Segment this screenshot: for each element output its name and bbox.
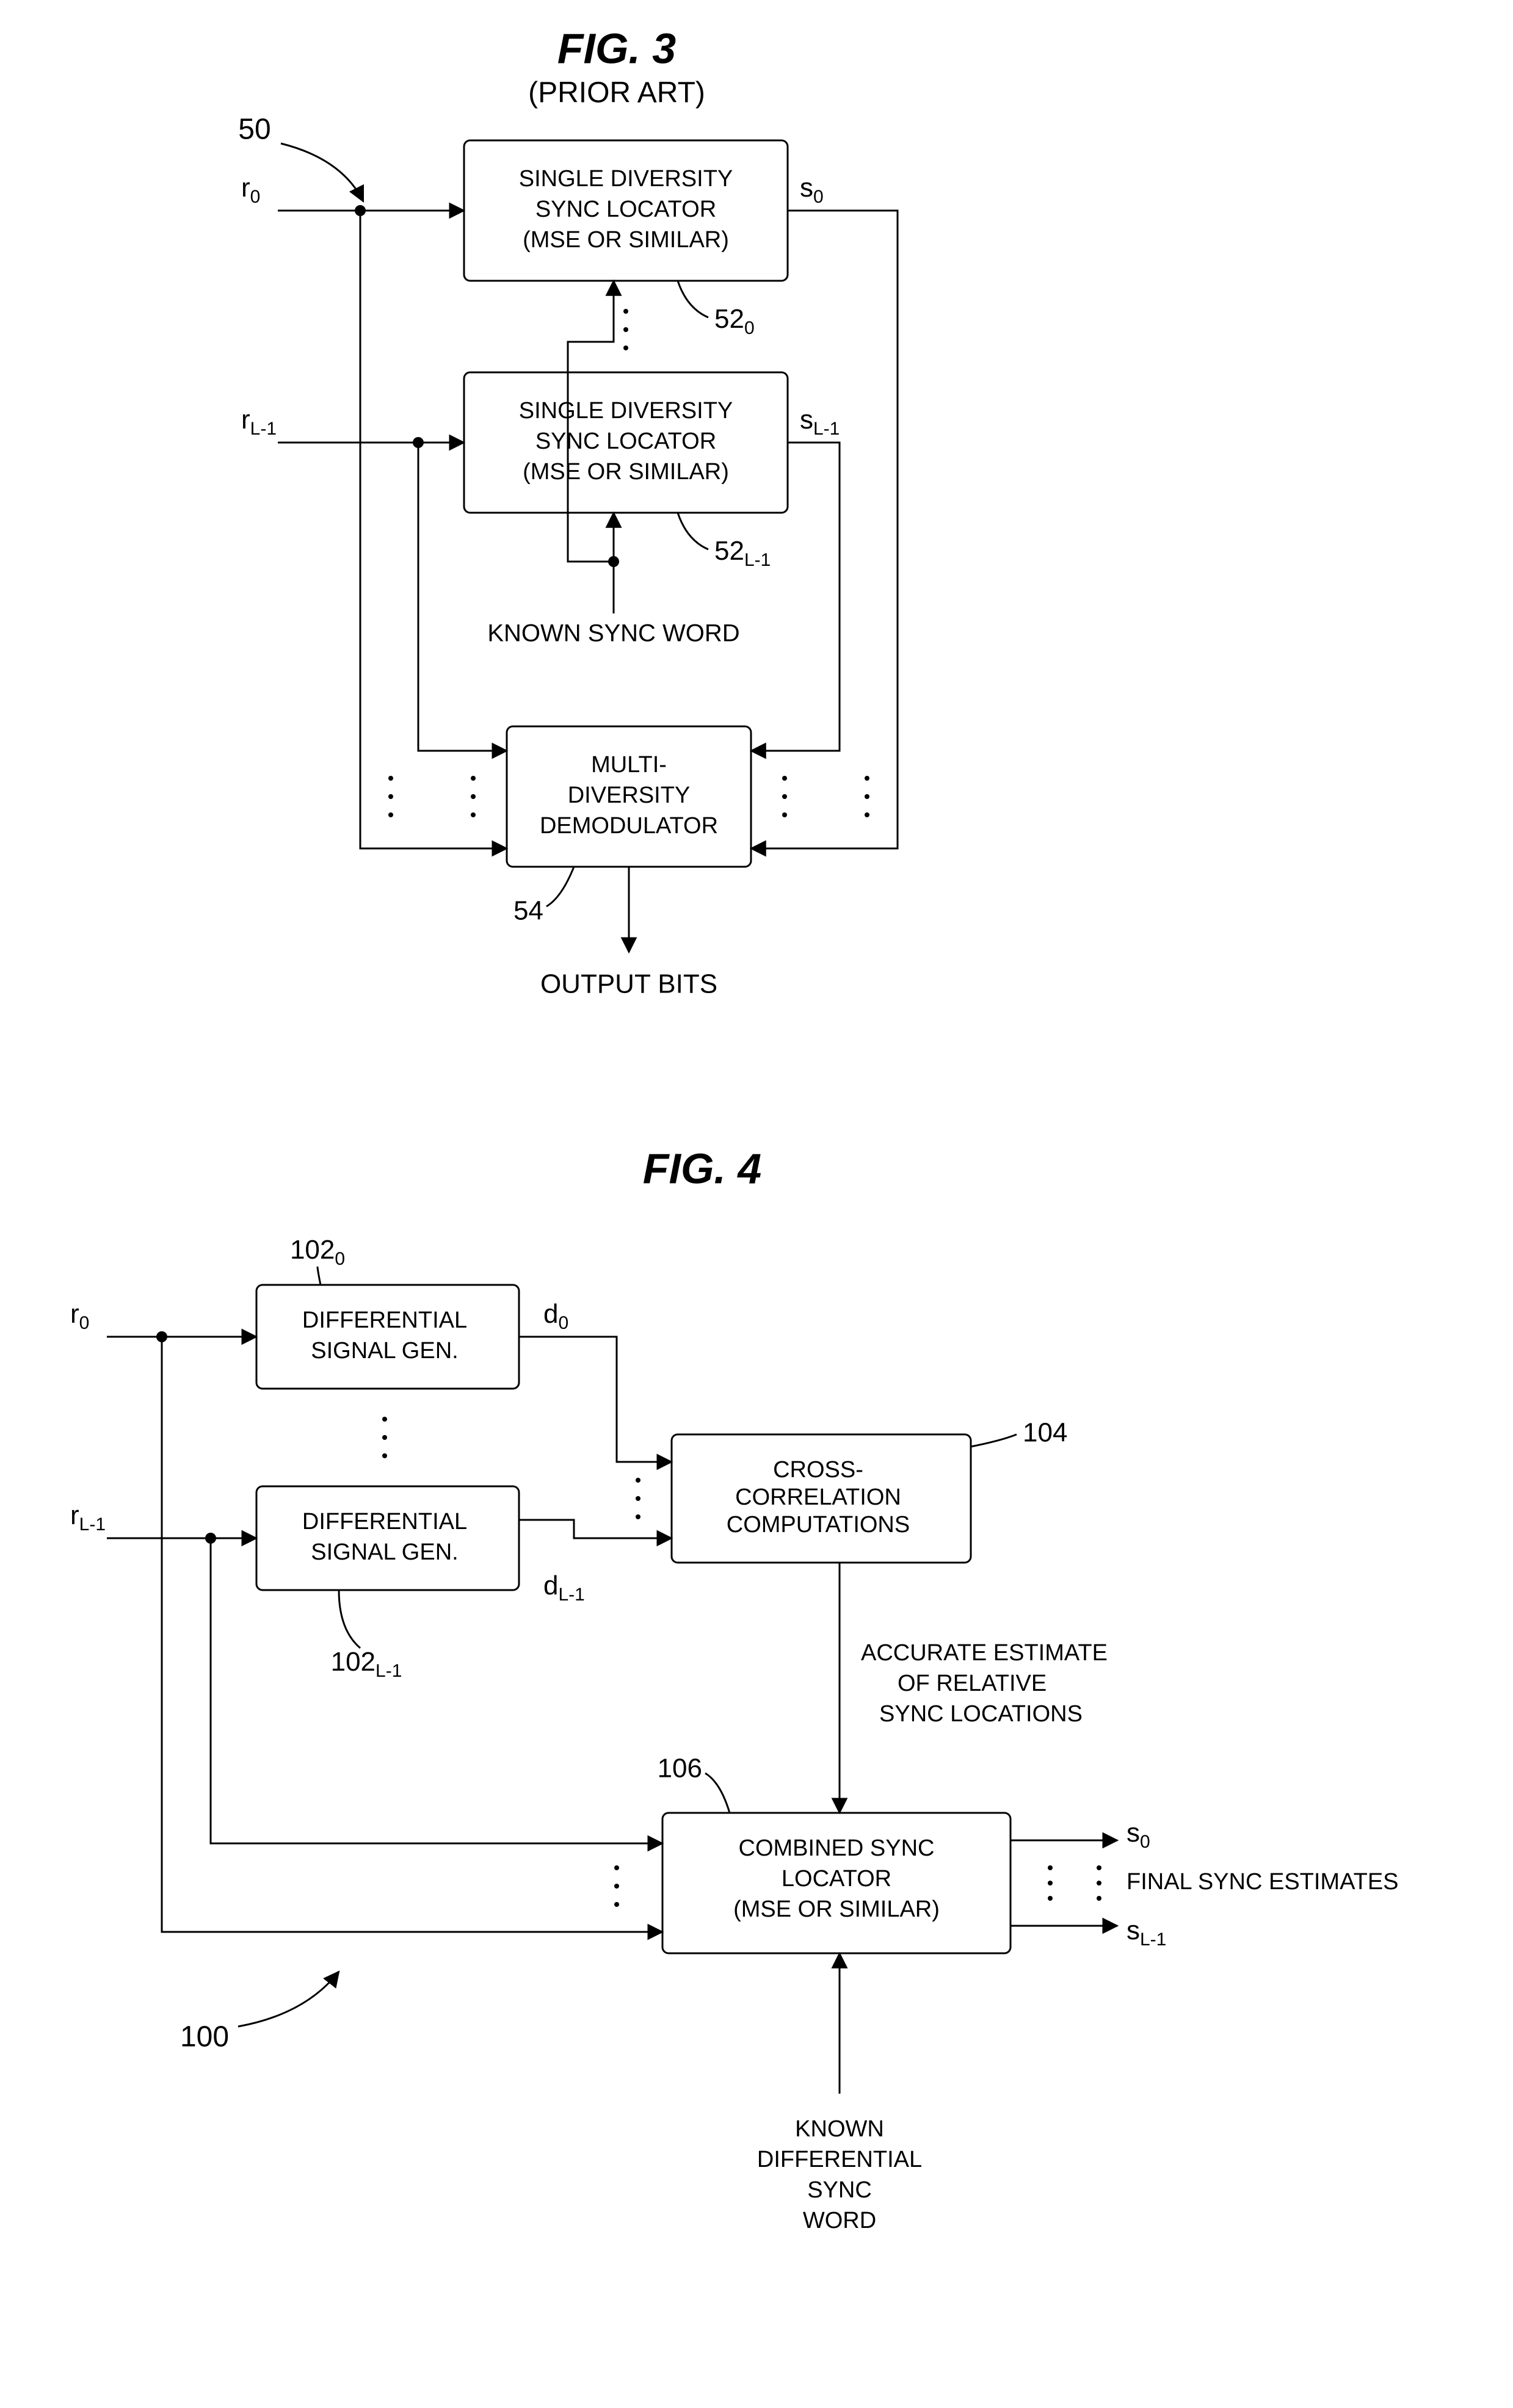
- label-s0: s0: [800, 173, 824, 207]
- fig4-ref-arrow: [238, 1972, 339, 2027]
- label-d0: d0: [543, 1299, 568, 1333]
- estimate-l1: ACCURATE ESTIMATE: [861, 1640, 1108, 1666]
- combined-l1: COMBINED SYNC: [739, 1835, 935, 1861]
- wire-s0-to-demod: [751, 211, 898, 848]
- ref-102-L1: 102L-1: [331, 1647, 402, 1681]
- block-top-l1: SINGLE DIVERSITY: [519, 166, 733, 192]
- label-r0: r0: [241, 173, 260, 207]
- block-demod-l3: DEMODULATOR: [540, 813, 718, 839]
- label-final-sync: FINAL SYNC ESTIMATES: [1127, 1869, 1399, 1895]
- block-top-l3: (MSE OR SIMILAR): [523, 227, 729, 253]
- syncword-l2: DIFFERENTIAL: [757, 2147, 922, 2172]
- ref-lead-106: [705, 1773, 730, 1813]
- estimate-l2: OF RELATIVE: [898, 1671, 1047, 1696]
- wire-d0: [519, 1337, 672, 1462]
- label-output-bits: OUTPUT BITS: [540, 969, 717, 999]
- fig4-title: FIG. 4: [643, 1144, 761, 1192]
- block-demod-l2: DIVERSITY: [568, 783, 691, 808]
- label-sL1-fig4: sL-1: [1127, 1915, 1166, 1950]
- fig4-ref: 100: [180, 2021, 229, 2053]
- label-sL1: sL-1: [800, 405, 840, 439]
- diff-top-l1: DIFFERENTIAL: [302, 1307, 467, 1333]
- fig3-title: FIG. 3: [557, 24, 677, 72]
- fig4: FIG. 4 100 DIFFERENTIAL SIGNAL GEN. 1020…: [70, 1144, 1399, 2233]
- fig3-ref-arrow: [281, 143, 363, 201]
- block-diff-gen-0: [256, 1285, 519, 1389]
- ref-lead-102-L1: [339, 1590, 360, 1648]
- estimate-l3: SYNC LOCATIONS: [879, 1701, 1083, 1727]
- ref-lead-54: [546, 867, 574, 906]
- wire-r0-to-demod: [360, 211, 507, 848]
- label-rL1-fig4: rL-1: [70, 1500, 106, 1535]
- ref-lead-52-L1: [678, 513, 708, 549]
- diff-bot-l1: DIFFERENTIAL: [302, 1509, 467, 1535]
- block-top-l2: SYNC LOCATOR: [535, 197, 716, 222]
- syncword-l4: WORD: [803, 2208, 876, 2233]
- block-mid-l3: (MSE OR SIMILAR): [523, 459, 729, 485]
- fig3: FIG. 3 (PRIOR ART) 50 SINGLE DIVERSITY S…: [238, 24, 898, 999]
- ref-106: 106: [658, 1754, 702, 1784]
- ref-52-0: 520: [714, 304, 755, 338]
- ref-102-0: 1020: [290, 1235, 345, 1269]
- ref-lead-102-0: [317, 1267, 321, 1285]
- cross-l2: CORRELATION: [735, 1484, 901, 1510]
- ref-lead-52-0: [678, 281, 708, 317]
- syncword-l3: SYNC: [807, 2177, 872, 2203]
- cross-l3: COMPUTATIONS: [727, 1512, 910, 1538]
- fig3-ref: 50: [238, 114, 270, 146]
- block-diff-gen-L1: [256, 1486, 519, 1590]
- block-mid-l1: SINGLE DIVERSITY: [519, 398, 733, 424]
- ref-104: 104: [1023, 1418, 1067, 1448]
- diff-bot-l2: SIGNAL GEN.: [311, 1539, 458, 1565]
- block-demod-l1: MULTI-: [591, 752, 667, 778]
- wire-dL1: [519, 1520, 672, 1538]
- combined-l3: (MSE OR SIMILAR): [733, 1896, 940, 1922]
- ref-52-L1: 52L-1: [714, 536, 771, 570]
- label-r0-fig4: r0: [70, 1299, 89, 1333]
- known-sync-word: KNOWN SYNC WORD: [487, 620, 739, 647]
- ref-54: 54: [513, 896, 543, 926]
- label-rL1: rL-1: [241, 405, 277, 439]
- diff-top-l2: SIGNAL GEN.: [311, 1338, 458, 1364]
- label-s0-fig4: s0: [1127, 1818, 1150, 1852]
- cross-l1: CROSS-: [773, 1457, 863, 1483]
- label-dL1: dL-1: [543, 1571, 585, 1605]
- ref-lead-104: [971, 1434, 1017, 1447]
- combined-l2: LOCATOR: [782, 1866, 891, 1892]
- syncword-l1: KNOWN: [795, 2116, 884, 2142]
- diagram-root: FIG. 3 (PRIOR ART) 50 SINGLE DIVERSITY S…: [0, 0, 1513, 2408]
- fig3-subtitle: (PRIOR ART): [528, 77, 705, 109]
- block-mid-l2: SYNC LOCATOR: [535, 428, 716, 454]
